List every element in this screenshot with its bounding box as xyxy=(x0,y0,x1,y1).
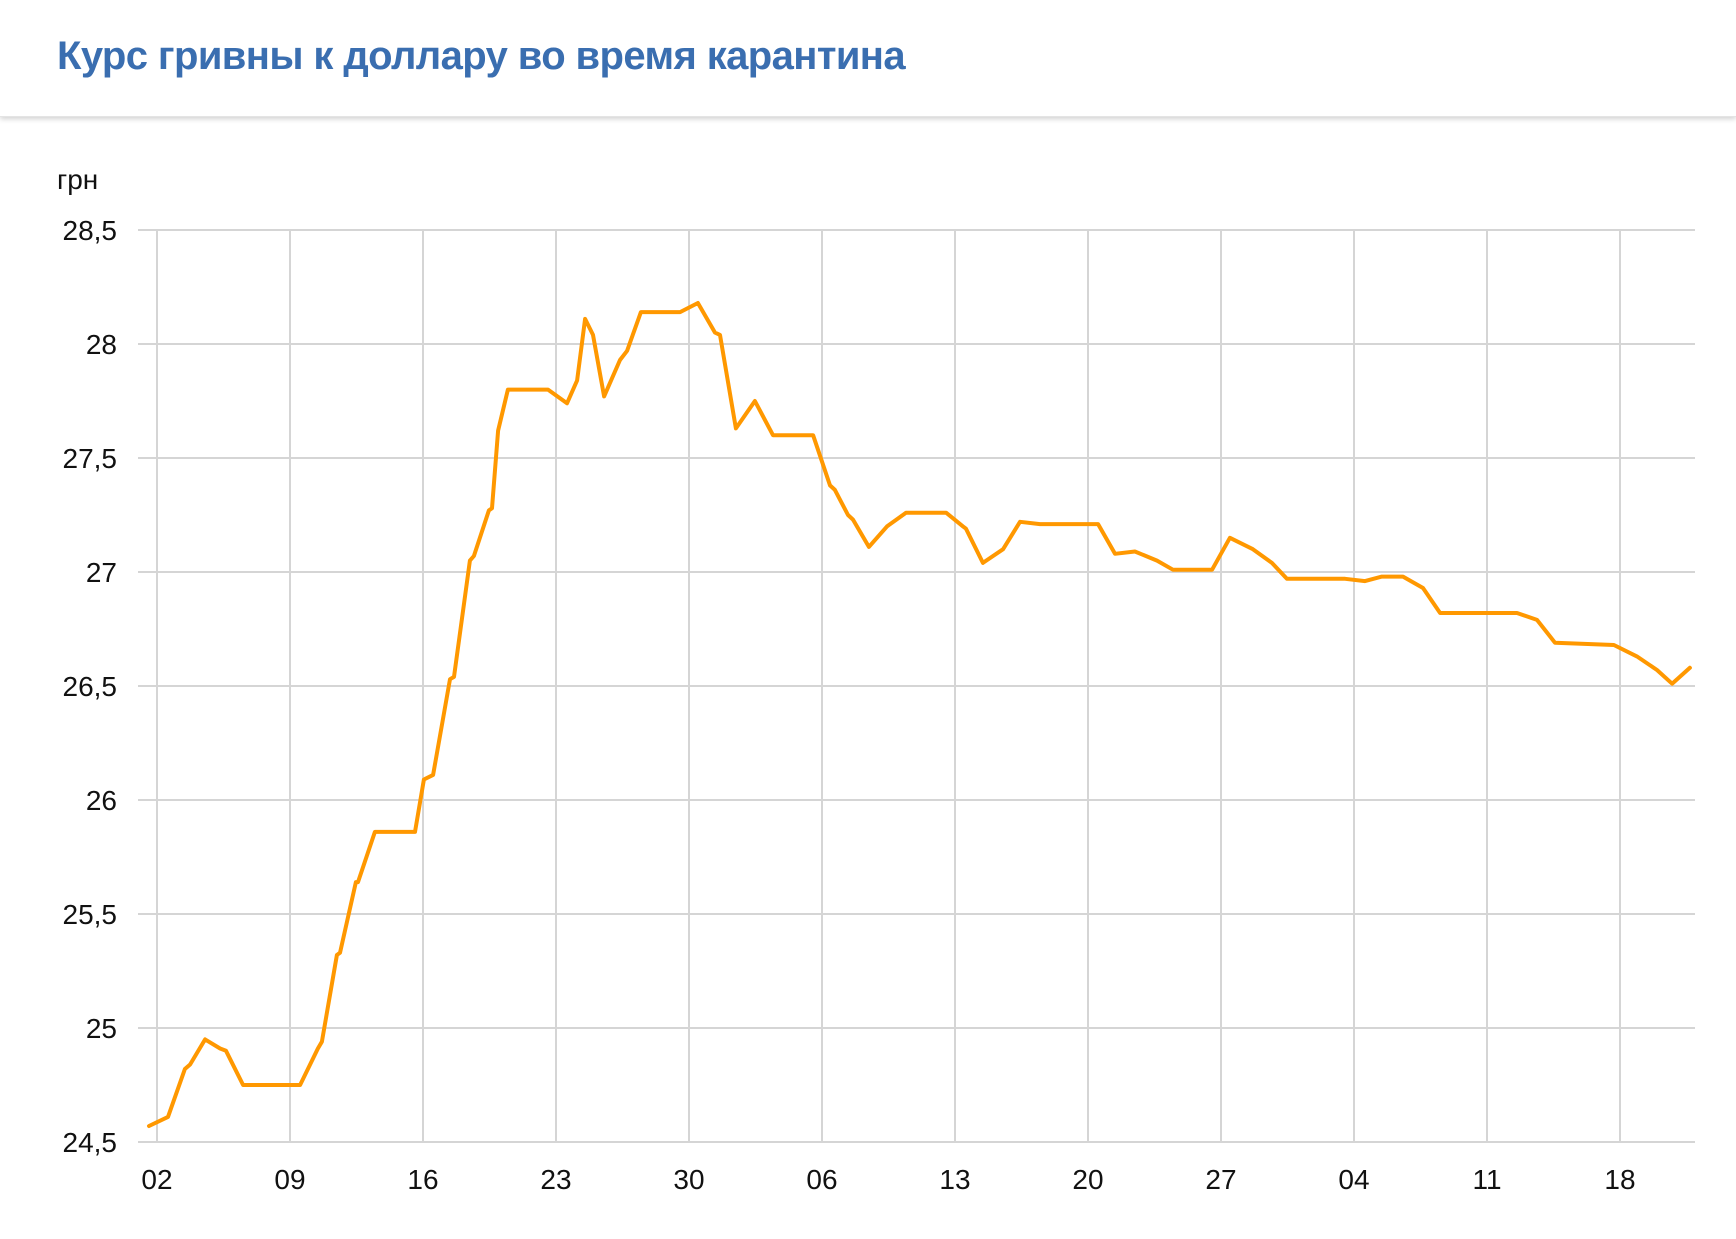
page-title: Курс гривны к доллару во время карантина xyxy=(57,34,906,78)
y-tick-label: 28,5 xyxy=(63,215,118,246)
y-axis-unit-label: грн xyxy=(57,164,99,195)
x-axis-tick-labels: 02 09 16 23 30 06 13 20 27 04 11 18 xyxy=(141,1164,1635,1195)
y-tick-label: 27 xyxy=(86,557,117,588)
x-tick-label: 11 xyxy=(1472,1164,1501,1195)
header-bar: Курс гривны к доллару во время карантина xyxy=(0,0,1736,117)
y-tick-label: 26 xyxy=(86,785,117,816)
y-tick-label: 26,5 xyxy=(63,671,118,702)
x-tick-label: 09 xyxy=(274,1164,305,1195)
y-tick-label: 27,5 xyxy=(63,443,118,474)
x-tick-label: 04 xyxy=(1338,1164,1369,1195)
x-tick-label: 13 xyxy=(939,1164,970,1195)
x-tick-label: 06 xyxy=(806,1164,837,1195)
horizontal-gridlines xyxy=(138,229,1695,1143)
x-tick-label: 16 xyxy=(407,1164,438,1195)
y-axis-tick-labels: 24,5 25 25,5 26 26,5 27 27,5 28 28,5 xyxy=(63,215,118,1158)
x-tick-label: 02 xyxy=(141,1164,172,1195)
x-tick-label: 18 xyxy=(1604,1164,1635,1195)
y-tick-label: 24,5 xyxy=(63,1127,118,1158)
x-tick-label: 20 xyxy=(1072,1164,1103,1195)
exchange-rate-line xyxy=(147,301,1692,1128)
y-tick-label: 25,5 xyxy=(63,899,118,930)
y-tick-label: 25 xyxy=(86,1013,117,1044)
y-tick-label: 28 xyxy=(86,329,117,360)
x-tick-label: 23 xyxy=(540,1164,571,1195)
x-tick-label: 30 xyxy=(673,1164,704,1195)
vertical-gridlines xyxy=(156,230,1621,1142)
x-tick-label: 27 xyxy=(1205,1164,1236,1195)
